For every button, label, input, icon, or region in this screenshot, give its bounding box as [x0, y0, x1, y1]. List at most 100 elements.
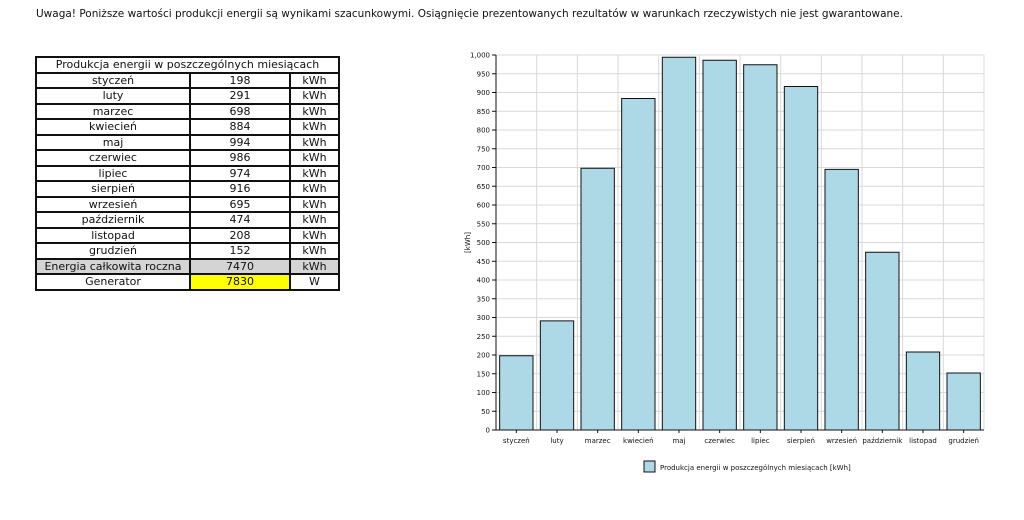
unit-cell: kWh	[289, 149, 340, 167]
x-tick-label: luty	[550, 437, 563, 445]
value-cell: 698	[189, 102, 291, 120]
table-row: luty 291 kWh	[35, 87, 340, 105]
chart-bars	[499, 56, 981, 431]
bar-8	[783, 86, 819, 431]
table-row: maj 994 kWh	[35, 133, 340, 151]
month-cell: luty	[35, 87, 191, 105]
y-tick-label: 700	[477, 164, 490, 172]
unit-cell: kWh	[289, 87, 340, 105]
bar-5	[661, 56, 697, 431]
total-label: Energia całkowita roczna	[35, 257, 191, 275]
unit-cell: kWh	[289, 211, 340, 229]
x-tick-label: kwiecień	[623, 437, 654, 445]
total-row: Energia całkowita roczna 7470 kWh	[35, 257, 340, 275]
bar-2	[539, 320, 575, 431]
total-unit: kWh	[289, 257, 340, 275]
y-tick-label: 950	[477, 70, 490, 78]
bar-7	[743, 64, 778, 431]
generator-value: 7830	[189, 273, 291, 291]
month-cell: czerwiec	[35, 149, 191, 167]
y-tick-label: 500	[477, 239, 490, 247]
disclaimer-notice: Uwaga! Poniższe wartości produkcji energ…	[36, 8, 903, 20]
value-cell: 208	[189, 226, 291, 244]
month-cell: październik	[35, 211, 191, 229]
y-axis-label: [kWh]	[464, 232, 472, 253]
chart-gridlines	[495, 54, 985, 431]
y-tick-label: 350	[477, 295, 490, 303]
bar-12	[946, 372, 981, 431]
table-row: grudzień 152 kWh	[35, 242, 340, 260]
y-tick-label: 0	[486, 427, 490, 435]
y-tick-label: 150	[477, 370, 490, 378]
y-tick-label: 450	[477, 258, 490, 266]
y-tick-label: 100	[477, 389, 490, 397]
month-cell: styczeń	[35, 71, 191, 89]
value-cell: 152	[189, 242, 291, 260]
value-cell: 291	[189, 87, 291, 105]
y-tick-label: 750	[477, 145, 490, 153]
generator-label: Generator	[35, 273, 191, 291]
table-title: Produkcja energii w poszczególnych miesi…	[35, 56, 340, 74]
y-tick-label: 400	[477, 277, 490, 285]
y-tick-label: 650	[477, 183, 490, 191]
unit-cell: kWh	[289, 164, 340, 182]
month-cell: sierpień	[35, 180, 191, 198]
unit-cell: kWh	[289, 133, 340, 151]
bar-9	[824, 168, 859, 431]
y-tick-label: 1,000	[470, 52, 490, 60]
unit-cell: kWh	[289, 71, 340, 89]
bar-1	[499, 355, 534, 431]
chart-legend: Produkcja energii w poszczególnych miesi…	[643, 460, 851, 473]
table-row: marzec 698 kWh	[35, 102, 340, 120]
bar-4	[621, 98, 656, 431]
value-cell: 986	[189, 149, 291, 167]
generator-unit: W	[289, 273, 340, 291]
value-cell: 884	[189, 118, 291, 136]
y-tick-label: 300	[477, 314, 490, 322]
value-cell: 695	[189, 195, 291, 213]
y-tick-label: 900	[477, 89, 490, 97]
table-row: czerwiec 986 kWh	[35, 149, 340, 167]
month-cell: lipiec	[35, 164, 191, 182]
month-cell: marzec	[35, 102, 191, 120]
month-cell: maj	[35, 133, 191, 151]
unit-cell: kWh	[289, 195, 340, 213]
y-tick-label: 550	[477, 220, 490, 228]
table-row: lipiec 974 kWh	[35, 164, 340, 182]
y-tick-label: 600	[477, 202, 490, 210]
y-tick-label: 250	[477, 333, 490, 341]
value-cell: 974	[189, 164, 291, 182]
x-tick-label: październik	[862, 437, 903, 445]
table-row: listopad 208 kWh	[35, 226, 340, 244]
month-cell: grudzień	[35, 242, 191, 260]
table-row: styczeń 198 kWh	[35, 71, 340, 89]
table-row: kwiecień 884 kWh	[35, 118, 340, 136]
unit-cell: kWh	[289, 226, 340, 244]
total-value: 7470	[189, 257, 291, 275]
y-tick-label: 200	[477, 352, 490, 360]
value-cell: 474	[189, 211, 291, 229]
bar-10	[865, 251, 900, 431]
x-tick-label: marzec	[585, 437, 611, 445]
chart-labels: 0 50 100 150 200 250 300 350 400 450 500 550 600 650 7…	[464, 52, 979, 446]
month-cell: kwiecień	[35, 118, 191, 136]
bar-11	[905, 351, 941, 431]
legend-swatch	[643, 460, 656, 473]
table-row: sierpień 916 kWh	[35, 180, 340, 198]
monthly-production-table: Produkcja energii w poszczególnych miesi…	[35, 56, 340, 291]
x-tick-label: sierpień	[787, 437, 815, 445]
x-tick-label: wrzesień	[826, 437, 857, 445]
value-cell: 198	[189, 71, 291, 89]
unit-cell: kWh	[289, 118, 340, 136]
month-cell: wrzesień	[35, 195, 191, 213]
x-tick-label: lipiec	[751, 437, 770, 445]
x-tick-label: listopad	[909, 437, 937, 445]
unit-cell: kWh	[289, 180, 340, 198]
unit-cell: kWh	[289, 102, 340, 120]
value-cell: 916	[189, 180, 291, 198]
table-row: październik 474 kWh	[35, 211, 340, 229]
legend-label: Produkcja energii w poszczególnych miesi…	[660, 464, 851, 472]
monthly-production-chart: 0 50 100 150 200 250 300 350 400 450 500 550 600 650 7…	[464, 52, 985, 473]
bar-3	[580, 167, 615, 431]
bar-6	[702, 59, 737, 431]
